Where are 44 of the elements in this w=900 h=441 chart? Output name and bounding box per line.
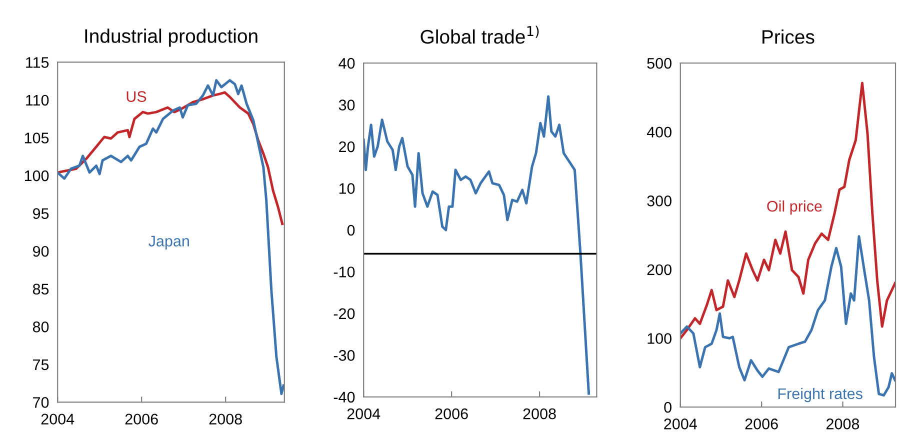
x-tick-label: 2004 (664, 418, 697, 430)
chart-title: Prices (762, 30, 814, 44)
y-tick-label: 110 (26, 94, 49, 106)
y-tick-label: -40 (334, 392, 355, 403)
y-tick-label: 200 (647, 264, 672, 276)
y-tick-label: 500 (647, 58, 672, 69)
y-tick-label: -30 (334, 350, 355, 361)
y-tick-label: 0 (347, 224, 355, 236)
y-tick-label: -20 (334, 308, 355, 320)
y-tick-label: 70 (33, 397, 49, 408)
y-tick-label: 100 (648, 333, 672, 344)
series-label: US (126, 91, 146, 102)
series-label: Freight rates (778, 388, 862, 402)
y-tick-label: 300 (647, 196, 672, 206)
chart-title: Industrial production (85, 28, 258, 47)
y-tick-label: 75 (33, 359, 49, 370)
y-tick-label: -10 (334, 266, 355, 278)
series-label: Oil price (767, 200, 822, 215)
line-series (680, 82, 896, 340)
y-tick-label: 10 (339, 183, 355, 194)
x-tick-label: 2008 (826, 418, 860, 430)
x-tick-label: 2006 (745, 418, 778, 430)
y-tick-label: 20 (339, 141, 355, 152)
line-series (58, 79, 284, 396)
x-tick-label: 2006 (125, 414, 158, 425)
x-tick-label: 2004 (347, 408, 380, 420)
x-tick-label: 2008 (209, 414, 242, 425)
y-tick-label: 90 (32, 246, 49, 257)
y-tick-label: 95 (32, 208, 49, 219)
chart-title: Global trade$^{1)}$ (420, 26, 539, 44)
x-tick-label: 2006 (435, 408, 468, 420)
y-tick-label: 115 (26, 57, 49, 68)
x-tick-label: 2004 (41, 414, 74, 425)
y-tick-label: 85 (32, 284, 49, 295)
text: Japan (148, 236, 189, 250)
y-tick-label: 0 (664, 402, 672, 413)
y-tick-label: 105 (24, 132, 49, 144)
line-series (364, 95, 590, 395)
y-tick-label: 80 (32, 322, 49, 332)
x-tick-label: 2008 (523, 408, 556, 420)
y-tick-label: 100 (24, 170, 49, 182)
y-tick-label: 40 (338, 58, 355, 69)
y-tick-label: 400 (646, 126, 672, 138)
y-tick-label: 30 (338, 100, 355, 110)
